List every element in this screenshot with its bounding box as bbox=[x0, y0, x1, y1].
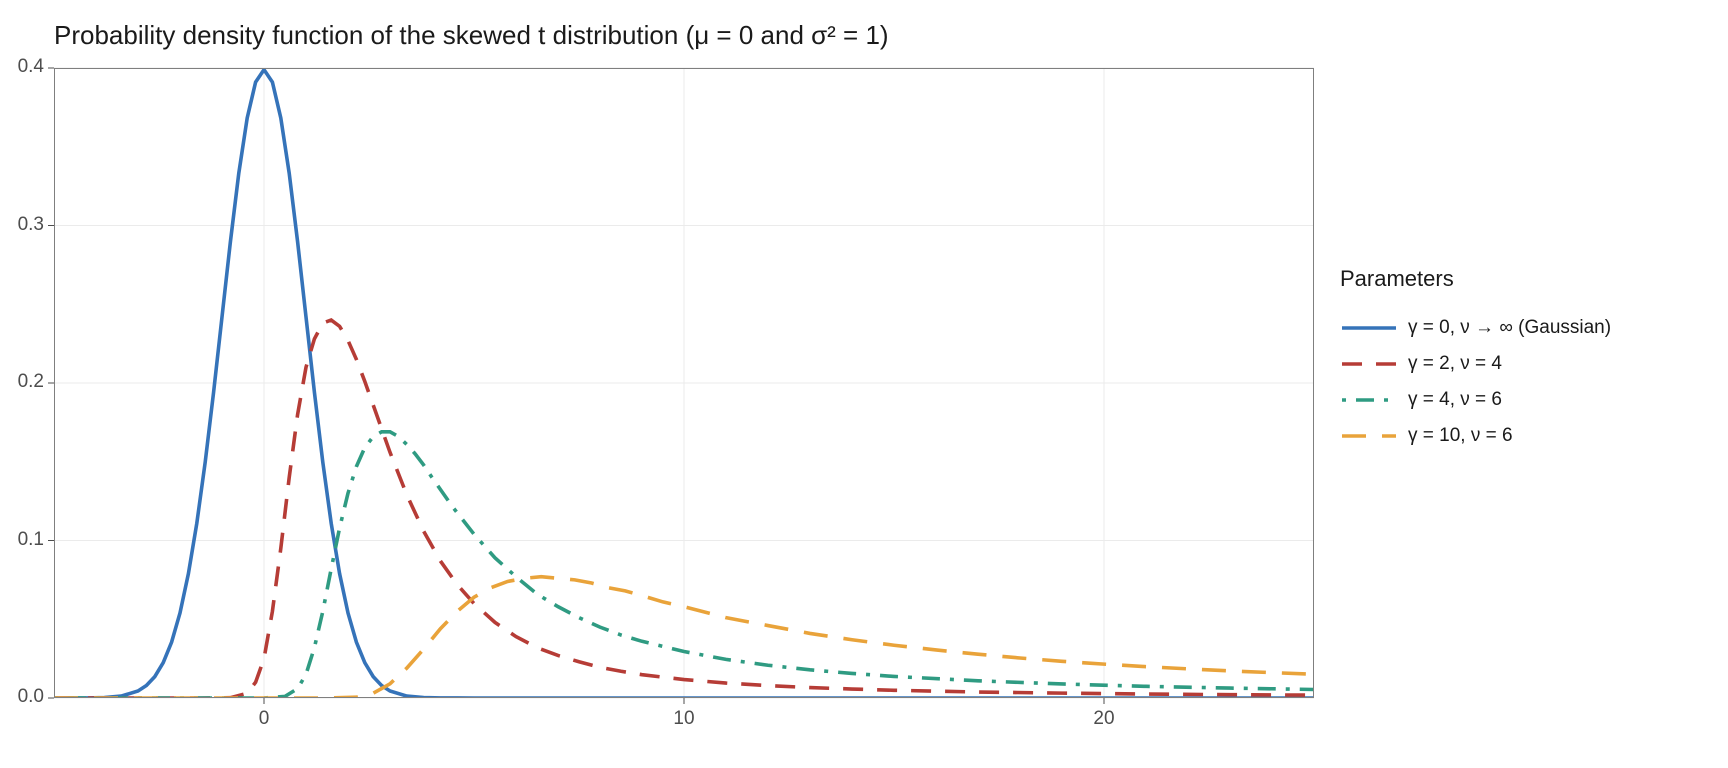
x-tick-label: 10 bbox=[644, 708, 724, 730]
legend-item-g4nu6: γ = 4, ν = 6 bbox=[1340, 382, 1611, 418]
chart-container: Probability density function of the skew… bbox=[0, 0, 1728, 768]
y-tick-label: 0.3 bbox=[18, 214, 44, 236]
y-tick-label: 0.1 bbox=[18, 529, 44, 551]
legend-label: γ = 2, ν = 4 bbox=[1408, 353, 1502, 375]
y-tick-label: 0.0 bbox=[18, 686, 44, 708]
y-tick-label: 0.2 bbox=[18, 371, 44, 393]
y-tick-label: 0.4 bbox=[18, 56, 44, 78]
legend-label: γ = 10, ν = 6 bbox=[1408, 425, 1513, 447]
x-tick-label: 20 bbox=[1064, 708, 1144, 730]
legend-title: Parameters bbox=[1340, 266, 1611, 292]
legend-swatch-icon bbox=[1340, 422, 1398, 450]
legend-swatch-icon bbox=[1340, 350, 1398, 378]
legend: Parameters γ = 0, ν → ∞ (Gaussian) γ = 2,… bbox=[1340, 266, 1611, 454]
legend-label: γ = 0, ν → ∞ (Gaussian) bbox=[1408, 317, 1611, 339]
legend-swatch-icon bbox=[1340, 314, 1398, 342]
legend-swatch-icon bbox=[1340, 386, 1398, 414]
x-tick-label: 0 bbox=[224, 708, 304, 730]
legend-item-g2nu4: γ = 2, ν = 4 bbox=[1340, 346, 1611, 382]
legend-item-gaussian: γ = 0, ν → ∞ (Gaussian) bbox=[1340, 310, 1611, 346]
legend-item-g10nu6: γ = 10, ν = 6 bbox=[1340, 418, 1611, 454]
legend-label: γ = 4, ν = 6 bbox=[1408, 389, 1502, 411]
legend-items: γ = 0, ν → ∞ (Gaussian) γ = 2, ν = 4 γ = 4… bbox=[1340, 310, 1611, 454]
